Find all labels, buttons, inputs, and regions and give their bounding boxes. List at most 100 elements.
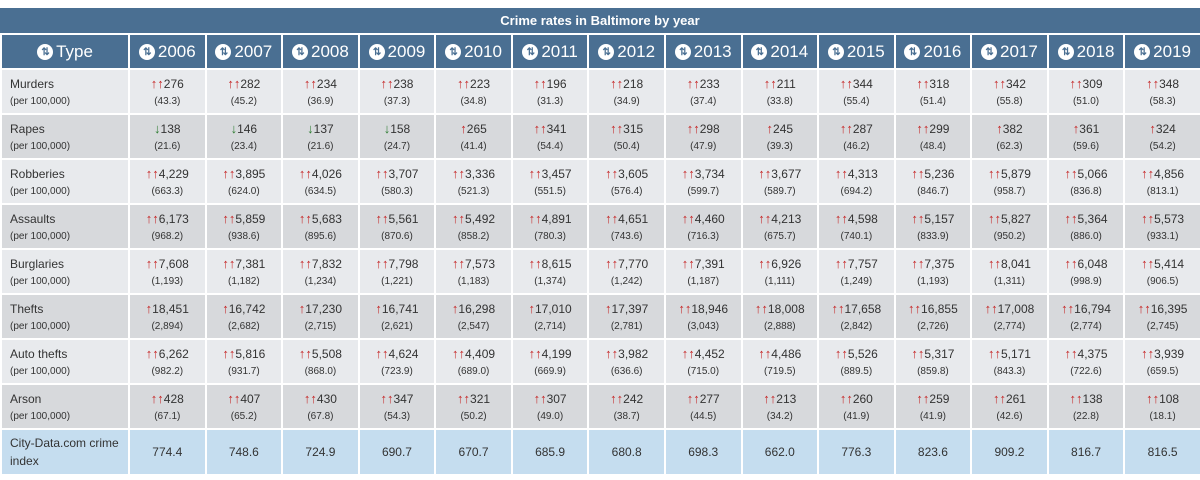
crime-count: 5,364 — [1077, 212, 1108, 226]
table-cell: ↑↑3,336 (521.3) — [434, 158, 513, 205]
up-arrow-icon: ↑ — [375, 301, 382, 316]
crime-rate: (36.9) — [307, 96, 334, 107]
table-cell: ↑↑5,816 (931.7) — [204, 338, 284, 385]
double-up-arrow-icon: ↑↑ — [834, 211, 848, 226]
table-cell: ↑↑309 (51.0) — [1046, 68, 1126, 115]
double-up-arrow-icon: ↑↑ — [375, 256, 389, 271]
table-cell: ↑↑17,008 (2,774) — [970, 293, 1049, 340]
crime-rate: (2,682) — [228, 321, 260, 332]
double-up-arrow-icon: ↑↑ — [763, 391, 777, 406]
crime-count: 5,157 — [924, 212, 955, 226]
sort-icon[interactable]: ⇅ — [368, 44, 385, 60]
sort-icon[interactable]: ⇅ — [674, 44, 691, 60]
table-cell: ↑↑347 (54.3) — [357, 383, 437, 430]
crime-index-value: 816.5 — [1123, 428, 1200, 476]
crime-rate: (54.3) — [383, 411, 411, 422]
table-cell: ↑↑7,770 (1,242) — [587, 248, 666, 295]
column-header-year[interactable]: ⇅ 2014 — [740, 33, 820, 70]
double-up-arrow-icon: ↑↑ — [1141, 211, 1155, 226]
double-up-arrow-icon: ↑↑ — [1064, 211, 1078, 226]
crime-rate: (43.3) — [154, 96, 181, 107]
sort-icon[interactable]: ⇅ — [215, 44, 232, 60]
column-header-year[interactable]: ⇅ 2017 — [970, 33, 1049, 70]
crime-rate: (624.0) — [228, 186, 260, 197]
double-up-arrow-icon: ↑↑ — [758, 166, 772, 181]
double-up-arrow-icon: ↑↑ — [911, 256, 925, 271]
table-cell: ↑↑234 (36.9) — [281, 68, 360, 115]
table-cell: ↑↑6,926 (1,111) — [740, 248, 820, 295]
sort-icon[interactable]: ⇅ — [138, 44, 155, 60]
table-cell: ↑↑5,157 (833.9) — [893, 203, 973, 250]
table-cell: ↑↑5,508 (868.0) — [281, 338, 360, 385]
table-cell: ↑↑223 (34.8) — [434, 68, 513, 115]
sort-icon[interactable]: ⇅ — [291, 44, 308, 60]
column-header-year[interactable]: ⇅ 2010 — [434, 33, 513, 70]
double-up-arrow-icon: ↑↑ — [681, 256, 695, 271]
double-up-arrow-icon: ↑↑ — [987, 166, 1001, 181]
crime-count: 259 — [929, 392, 950, 406]
crime-rate: (938.6) — [228, 231, 260, 242]
table-cell: ↑↑8,041 (1,311) — [970, 248, 1049, 295]
double-up-arrow-icon: ↑↑ — [452, 346, 466, 361]
table-row: Rapes (per 100,000) ↓138 (21.6) ↓146 (23.4) ↓1… — [0, 113, 1200, 160]
column-header-year[interactable]: ⇅ 2006 — [128, 33, 207, 70]
crime-rate: (51.4) — [919, 96, 946, 107]
column-header-year[interactable]: ⇅ 2007 — [204, 33, 284, 70]
table-cell: ↑↑260 (41.9) — [817, 383, 896, 430]
crime-count: 4,409 — [465, 347, 496, 361]
sort-icon[interactable]: ⇅ — [445, 44, 462, 60]
double-up-arrow-icon: ↑↑ — [457, 76, 471, 91]
sort-icon[interactable]: ⇅ — [1134, 44, 1151, 60]
table-cell: ↑↑5,561 (870.6) — [357, 203, 437, 250]
crime-rate: (723.9) — [381, 366, 413, 377]
crime-count: 5,171 — [1000, 347, 1031, 361]
table-row: Robberies (per 100,000) ↑↑4,229 (663.3) ↑↑3,… — [0, 158, 1200, 205]
crime-count: 17,230 — [305, 302, 342, 316]
table-cell: ↑↑5,492 (858.2) — [434, 203, 513, 250]
sort-icon[interactable]: ⇅ — [522, 44, 539, 60]
table-cell: ↑↑282 (45.2) — [204, 68, 284, 115]
column-header-year[interactable]: ⇅ 2019 — [1123, 33, 1200, 70]
column-header-type[interactable]: ⇅ Type — [0, 33, 130, 70]
column-header-year[interactable]: ⇅ 2016 — [893, 33, 973, 70]
crime-count: 4,651 — [618, 212, 649, 226]
crime-count: 3,605 — [618, 167, 649, 181]
column-header-year[interactable]: ⇅ 2011 — [510, 33, 590, 70]
column-header-year[interactable]: ⇅ 2013 — [663, 33, 743, 70]
crime-rate: (34.8) — [460, 96, 487, 107]
sort-icon[interactable]: ⇅ — [904, 44, 921, 60]
up-arrow-icon: ↑ — [222, 301, 229, 316]
crime-index-row: City-Data.com crime index 774.4 748.6 724.9… — [0, 428, 1200, 476]
crime-count: 265 — [466, 122, 487, 136]
table-cell: ↑↑8,615 (1,374) — [510, 248, 590, 295]
table-cell: ↑↑6,262 (982.2) — [128, 338, 207, 385]
sort-icon[interactable]: ⇅ — [598, 44, 615, 60]
column-header-year[interactable]: ⇅ 2012 — [587, 33, 666, 70]
crime-rate: (780.3) — [534, 231, 566, 242]
column-header-year[interactable]: ⇅ 2008 — [281, 33, 360, 70]
table-cell: ↑16,742 (2,682) — [204, 293, 284, 340]
crime-count: 4,199 — [541, 347, 572, 361]
crime-count: 324 — [1155, 122, 1176, 136]
crime-count: 8,041 — [1000, 257, 1031, 271]
crime-count: 6,262 — [158, 347, 189, 361]
up-arrow-icon: ↑ — [1072, 121, 1080, 136]
crime-count: 16,395 — [1150, 302, 1188, 316]
table-cell: ↑↑4,375 (722.6) — [1046, 338, 1126, 385]
double-up-arrow-icon: ↑↑ — [452, 166, 466, 181]
sort-icon[interactable]: ⇅ — [1057, 44, 1074, 60]
column-header-year[interactable]: ⇅ 2015 — [817, 33, 896, 70]
double-up-arrow-icon: ↑↑ — [375, 211, 389, 226]
column-header-year[interactable]: ⇅ 2018 — [1046, 33, 1126, 70]
table-cell: ↑↑7,375 (1,193) — [893, 248, 973, 295]
sort-icon[interactable]: ⇅ — [37, 44, 54, 60]
crime-rate: (34.2) — [766, 411, 793, 422]
double-up-arrow-icon: ↑↑ — [987, 211, 1001, 226]
crime-index-value: 816.7 — [1046, 428, 1126, 476]
double-up-arrow-icon: ↑↑ — [908, 301, 922, 316]
sort-icon[interactable]: ⇅ — [827, 44, 844, 60]
sort-icon[interactable]: ⇅ — [981, 44, 998, 60]
column-header-year[interactable]: ⇅ 2009 — [357, 33, 437, 70]
sort-icon[interactable]: ⇅ — [751, 44, 768, 60]
double-up-arrow-icon: ↑↑ — [457, 391, 471, 406]
